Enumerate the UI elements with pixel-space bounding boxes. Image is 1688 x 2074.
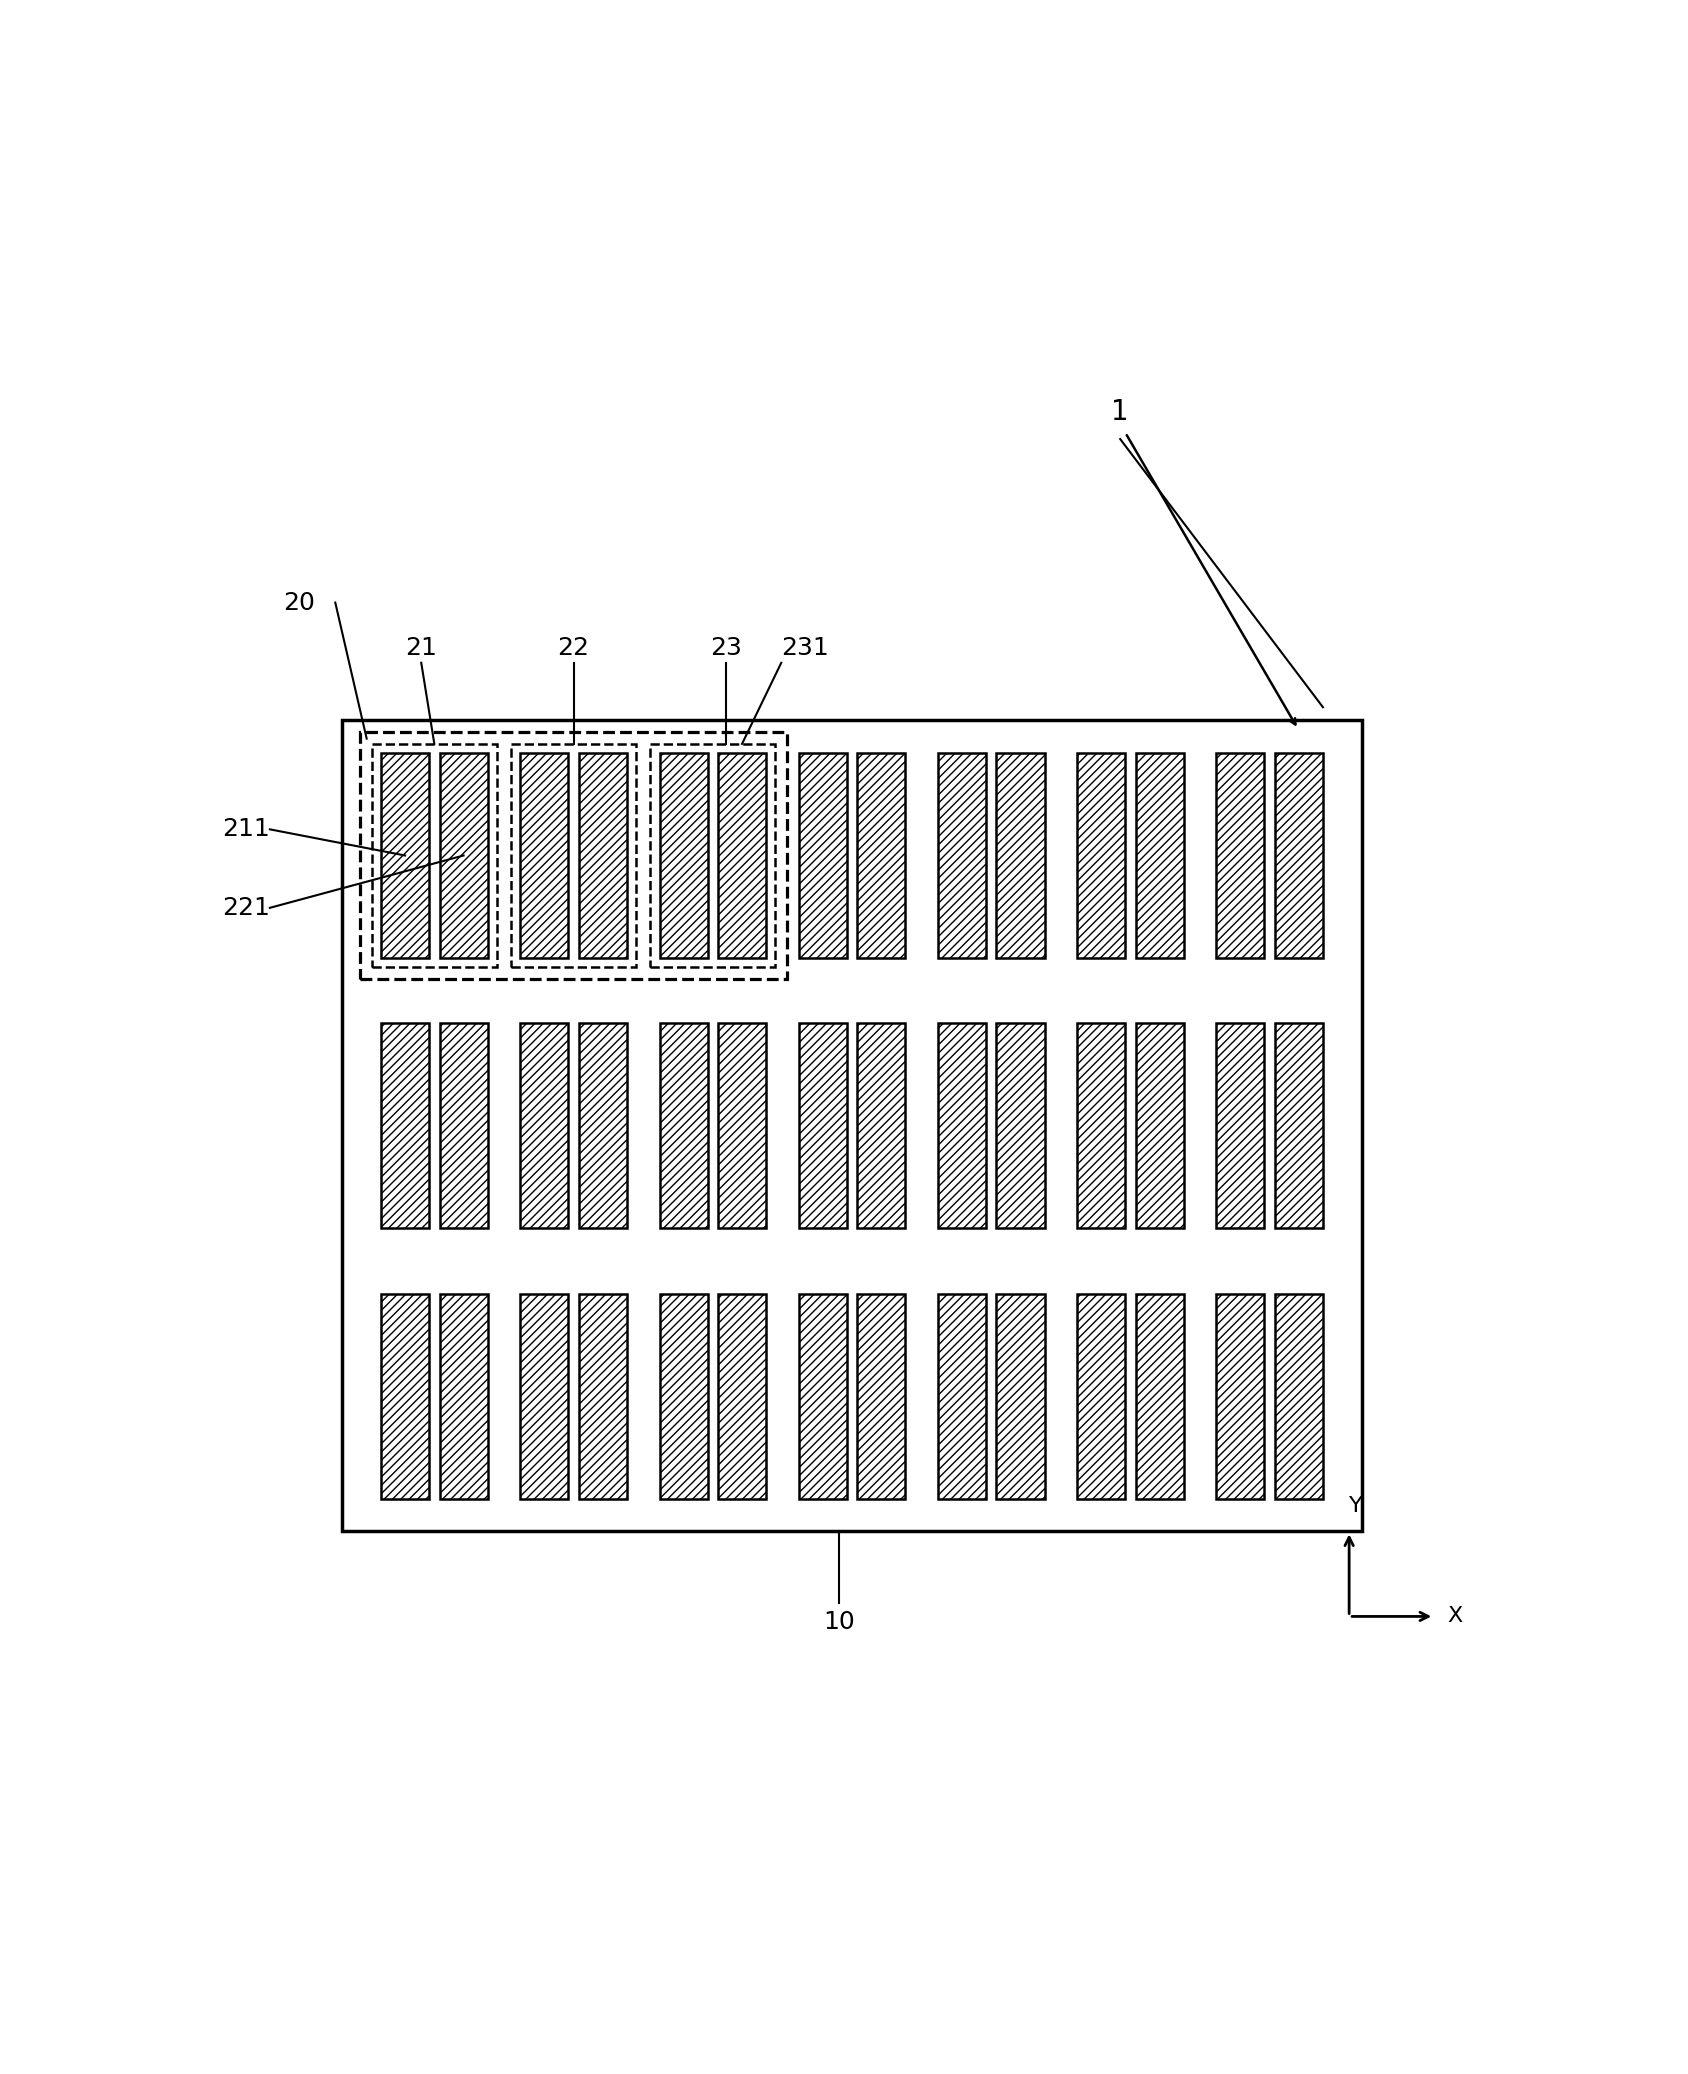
Bar bbox=[858, 753, 905, 958]
Bar bbox=[579, 753, 626, 958]
Bar bbox=[939, 1294, 986, 1500]
Bar bbox=[1136, 1294, 1183, 1500]
Text: 23: 23 bbox=[711, 637, 741, 660]
Bar bbox=[371, 745, 496, 966]
Bar bbox=[1077, 753, 1126, 958]
Bar bbox=[381, 1294, 429, 1500]
Text: 231: 231 bbox=[782, 637, 829, 660]
Bar bbox=[439, 1022, 488, 1228]
Bar bbox=[660, 1294, 707, 1500]
Bar bbox=[939, 1022, 986, 1228]
Text: Y: Y bbox=[1349, 1495, 1362, 1516]
Bar bbox=[360, 732, 787, 979]
Bar bbox=[1217, 1022, 1264, 1228]
Text: 10: 10 bbox=[824, 1609, 854, 1634]
Text: 211: 211 bbox=[223, 817, 270, 842]
Bar bbox=[579, 1022, 626, 1228]
Bar bbox=[1274, 1022, 1323, 1228]
Bar bbox=[1136, 1022, 1183, 1228]
Bar bbox=[1136, 753, 1183, 958]
Bar bbox=[343, 720, 1362, 1531]
Bar bbox=[858, 1022, 905, 1228]
Bar bbox=[520, 753, 569, 958]
Text: 22: 22 bbox=[557, 637, 589, 660]
Bar bbox=[1077, 1294, 1126, 1500]
Text: 21: 21 bbox=[405, 637, 437, 660]
Bar bbox=[798, 1022, 847, 1228]
Bar bbox=[717, 1022, 766, 1228]
Text: X: X bbox=[1447, 1607, 1462, 1626]
Bar bbox=[579, 1294, 626, 1500]
Bar bbox=[1077, 1022, 1126, 1228]
Bar bbox=[1274, 1294, 1323, 1500]
Text: 20: 20 bbox=[284, 591, 316, 614]
Text: 221: 221 bbox=[223, 896, 270, 921]
Bar bbox=[650, 745, 775, 966]
Bar bbox=[660, 1022, 707, 1228]
Bar bbox=[520, 1294, 569, 1500]
Bar bbox=[858, 1294, 905, 1500]
Text: 1: 1 bbox=[1111, 398, 1129, 425]
Bar bbox=[798, 753, 847, 958]
Bar bbox=[1274, 753, 1323, 958]
Bar bbox=[798, 1294, 847, 1500]
Bar bbox=[439, 753, 488, 958]
Bar bbox=[439, 1294, 488, 1500]
Bar bbox=[660, 753, 707, 958]
Bar bbox=[996, 1022, 1045, 1228]
Bar bbox=[1217, 1294, 1264, 1500]
Bar bbox=[511, 745, 636, 966]
Bar bbox=[381, 1022, 429, 1228]
Bar bbox=[939, 753, 986, 958]
Bar bbox=[717, 1294, 766, 1500]
Bar bbox=[1217, 753, 1264, 958]
Bar bbox=[996, 1294, 1045, 1500]
Bar bbox=[520, 1022, 569, 1228]
Bar bbox=[717, 753, 766, 958]
Bar bbox=[996, 753, 1045, 958]
Bar bbox=[381, 753, 429, 958]
